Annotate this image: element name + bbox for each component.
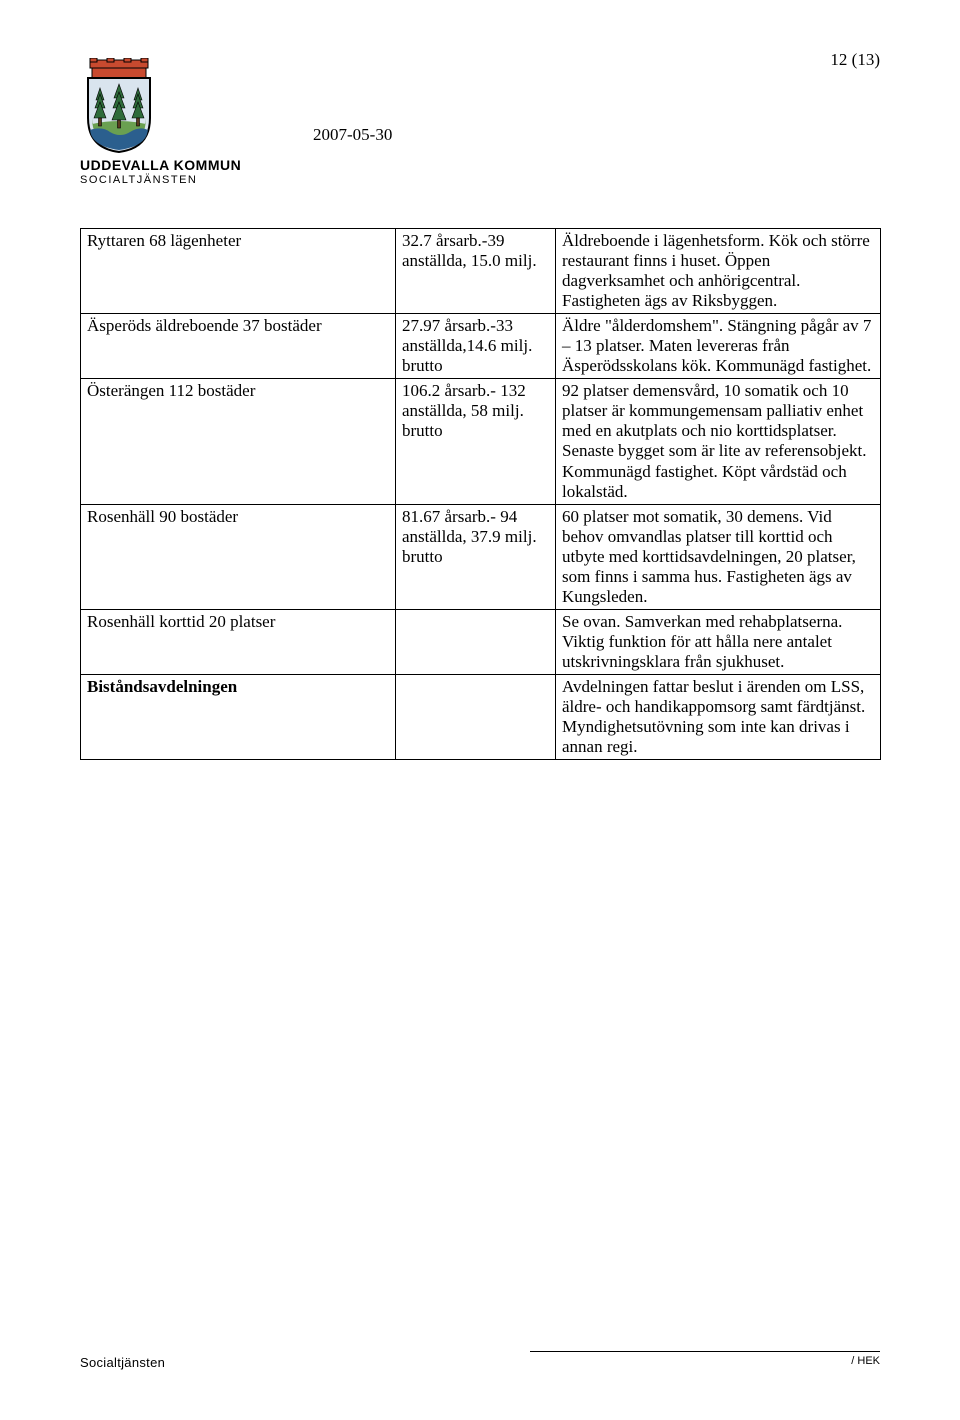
table-row: Biståndsavdelningen Avdelningen fattar be… bbox=[81, 674, 881, 759]
municipality-crest-icon bbox=[80, 58, 158, 153]
document-date: 2007-05-30 bbox=[313, 125, 392, 145]
dept-name: SOCIALTJÄNSTEN bbox=[80, 174, 260, 186]
data-table: Ryttaren 68 lägenheter32.7 årsarb.-39 an… bbox=[80, 228, 881, 760]
table-row: Rosenhäll 90 bostäder81.67 årsarb.- 94 a… bbox=[81, 504, 881, 609]
table-cell: Se ovan. Samverkan med rehabplatserna. V… bbox=[556, 609, 881, 674]
org-name: UDDEVALLA KOMMUN bbox=[80, 157, 260, 173]
page-number: 12 (13) bbox=[830, 50, 880, 70]
table-cell: 32.7 årsarb.-39 anställda, 15.0 milj. bbox=[396, 229, 556, 314]
footer-rule bbox=[530, 1351, 880, 1352]
org-logo-block: UDDEVALLA KOMMUN SOCIALTJÄNSTEN bbox=[80, 58, 260, 186]
footer-left: Socialtjänsten bbox=[80, 1355, 165, 1370]
data-table-container: Ryttaren 68 lägenheter32.7 årsarb.-39 an… bbox=[80, 228, 880, 760]
table-cell: Äldreboende i lägenhetsform. Kök och stö… bbox=[556, 229, 881, 314]
table-cell: Österängen 112 bostäder bbox=[81, 379, 396, 504]
table-row: Ryttaren 68 lägenheter32.7 årsarb.-39 an… bbox=[81, 229, 881, 314]
table-cell: Rosenhäll 90 bostäder bbox=[81, 504, 396, 609]
table-row: Österängen 112 bostäder106.2 årsarb.- 13… bbox=[81, 379, 881, 504]
table-cell: Ryttaren 68 lägenheter bbox=[81, 229, 396, 314]
table-row: Äsperöds äldreboende 37 bostäder27.97 år… bbox=[81, 314, 881, 379]
table-cell: 81.67 årsarb.- 94 anställda, 37.9 milj. … bbox=[396, 504, 556, 609]
table-cell: 27.97 årsarb.-33 anställda,14.6 milj. br… bbox=[396, 314, 556, 379]
table-cell: Biståndsavdelningen bbox=[81, 674, 396, 759]
table-row: Rosenhäll korttid 20 platser Se ovan. Sam… bbox=[81, 609, 881, 674]
table-cell: Rosenhäll korttid 20 platser bbox=[81, 609, 396, 674]
table-cell bbox=[396, 674, 556, 759]
table-cell: 92 platser demensvård, 10 somatik och 10… bbox=[556, 379, 881, 504]
table-cell bbox=[396, 609, 556, 674]
table-cell: 106.2 årsarb.- 132 anställda, 58 milj. b… bbox=[396, 379, 556, 504]
table-cell: 60 platser mot somatik, 30 demens. Vid b… bbox=[556, 504, 881, 609]
table-cell: Äldre "ålderdomshem". Stängning pågår av… bbox=[556, 314, 881, 379]
document-page: 12 (13) bbox=[0, 0, 960, 1420]
footer-right: / HEK bbox=[851, 1355, 880, 1367]
table-cell: Avdelningen fattar beslut i ärenden om L… bbox=[556, 674, 881, 759]
table-cell: Äsperöds äldreboende 37 bostäder bbox=[81, 314, 396, 379]
